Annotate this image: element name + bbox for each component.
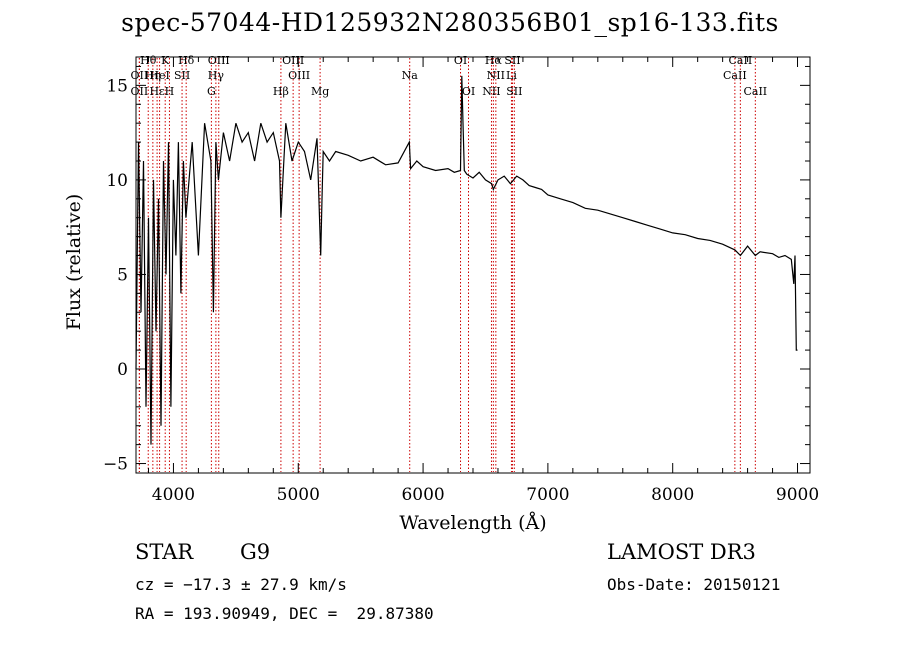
line-marker-label: CaII	[729, 54, 753, 67]
x-tick-label: 7000	[526, 485, 569, 505]
line-marker-label: CaII	[743, 85, 767, 98]
line-marker-label: H	[165, 85, 175, 98]
line-marker-label: SII	[504, 54, 520, 67]
line-marker-label: SII	[506, 85, 522, 98]
y-tick-label: 15	[106, 76, 128, 96]
line-marker-label: K	[161, 54, 170, 67]
x-tick-label: 8000	[651, 485, 694, 505]
x-tick-label: 4000	[152, 485, 195, 505]
line-marker-label: Hη	[145, 69, 161, 82]
y-axis-ticks: −5 0 5 10 15	[103, 65, 810, 475]
object-subclass: G9	[240, 540, 271, 564]
line-marker-label: OIII	[282, 54, 304, 67]
x-tick-label: 6000	[401, 485, 444, 505]
line-marker-label: Mg	[311, 85, 329, 98]
obs-date: Obs-Date: 20150121	[607, 575, 781, 594]
chart-title: spec-57044-HD125932N280356B01_sp16-133.f…	[121, 8, 779, 37]
line-marker-label: OIII	[288, 69, 310, 82]
coordinates: RA = 193.90949, DEC = 29.87380	[135, 604, 434, 623]
line-marker-label: Hα	[485, 54, 503, 67]
line-marker-label: OIII	[208, 54, 230, 67]
x-axis-label: Wavelength (Å)	[399, 512, 546, 534]
line-marker-label: OI	[454, 54, 467, 67]
x-axis-ticks: 4000 5000 6000 7000 8000 9000	[147, 57, 819, 505]
line-marker-label: CaII	[723, 69, 747, 82]
spectrum-series	[135, 75, 798, 445]
line-marker-label: OII	[131, 85, 149, 98]
y-axis-label: Flux (relative)	[63, 194, 85, 331]
y-tick-label: −5	[103, 455, 128, 475]
x-tick-label: 5000	[277, 485, 320, 505]
line-marker-label: OII	[131, 69, 149, 82]
y-tick-label: 10	[106, 171, 128, 191]
line-marker-label: Hγ	[208, 69, 225, 82]
line-marker-label: G	[207, 85, 216, 98]
line-marker-label: Li	[506, 69, 517, 82]
spectrum-line	[135, 75, 798, 445]
survey-name: LAMOST DR3	[607, 540, 756, 564]
y-tick-label: 0	[117, 360, 128, 380]
line-marker-label: HeI	[149, 69, 169, 82]
line-marker-label: Hδ	[178, 54, 195, 67]
spectral-line-markers	[138, 58, 756, 472]
line-marker-label: NII	[482, 85, 500, 98]
line-marker-label: Hε	[149, 85, 165, 98]
x-tick-label: 9000	[776, 485, 819, 505]
line-marker-label: Hθ	[140, 54, 157, 67]
line-marker-label: Hβ	[273, 85, 289, 98]
plot-frame	[135, 56, 811, 474]
line-marker-label: OI	[462, 85, 475, 98]
object-class: STAR	[135, 540, 194, 564]
y-tick-label: 5	[117, 265, 128, 285]
line-marker-label: Na	[402, 69, 419, 82]
redshift-text: cz = −17.3 ± 27.9 km/s	[135, 575, 347, 594]
line-marker-label: NII	[487, 69, 505, 82]
line-marker-label: SII	[174, 69, 190, 82]
